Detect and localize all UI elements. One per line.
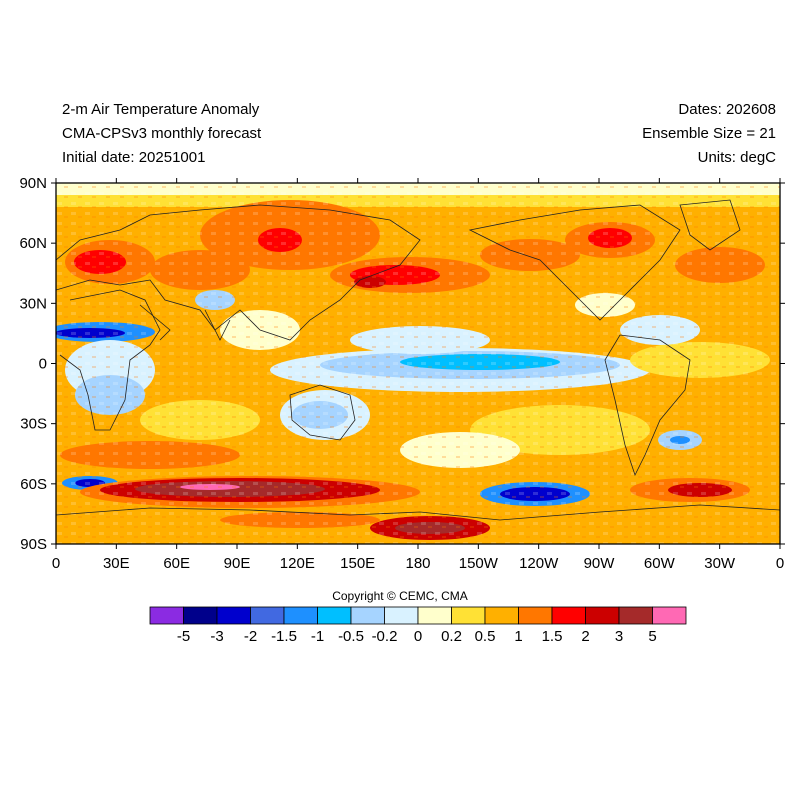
colorbar-label: 5 <box>648 628 656 645</box>
lat-tick-label: 0 <box>39 356 47 373</box>
info-block: Dates: 202608 Ensemble Size = 21 Units: … <box>642 98 776 170</box>
latitude-axis: 90N 60N 30N 0 30S 60S 90S <box>19 175 785 553</box>
lon-tick-label: 120E <box>280 555 315 572</box>
anomaly-field <box>56 183 780 544</box>
colorbar-label: 0 <box>414 628 422 645</box>
lat-tick-label: 60N <box>19 235 47 252</box>
longitude-axis: 0 30E 60E 90E 120E 150E 180 150W 120W 90W 60W 30W 0 <box>52 178 784 572</box>
colorbar: -5 -3 -2 -1.5 -1 -0.5 -0.2 0 0.2 0.5 1 1.5 2 3 5 <box>149 606 687 645</box>
colorbar-label: -0.5 <box>338 628 364 645</box>
colorbar-label: -1.5 <box>271 628 297 645</box>
lon-tick-label: 120W <box>519 555 559 572</box>
colorbar-swatch <box>317 606 352 625</box>
coastlines <box>56 199 780 521</box>
colorbar-swatch <box>484 606 519 625</box>
colorbar-swatch <box>618 606 653 625</box>
colorbar-label: 3 <box>615 628 623 645</box>
lon-tick-label: 0 <box>52 555 60 572</box>
colorbar-label: 0.5 <box>475 628 496 645</box>
copyright-text: Copyright © CEMC, CMA <box>332 589 468 603</box>
colorbar-swatch <box>518 606 553 625</box>
lon-tick-label: 90W <box>584 555 616 572</box>
lon-tick-label: 60W <box>644 555 676 572</box>
lat-tick-label: 90S <box>20 536 47 553</box>
colorbar-swatch <box>585 606 620 625</box>
colorbar-swatch <box>250 606 285 625</box>
model-name: CMA-CPSv3 monthly forecast <box>62 125 262 142</box>
lat-tick-label: 90N <box>19 175 47 192</box>
lat-tick-label: 30S <box>20 416 47 433</box>
colorbar-label: 1 <box>514 628 522 645</box>
title-block: 2-m Air Temperature Anomaly CMA-CPSv3 mo… <box>62 98 261 170</box>
colorbar-label: -1 <box>311 628 324 645</box>
lon-tick-label: 90E <box>224 555 251 572</box>
colorbar-swatch <box>384 606 419 625</box>
colorbar-swatch <box>149 606 184 625</box>
colorbar-label: 2 <box>581 628 589 645</box>
forecast-dates: Dates: 202608 <box>678 101 776 118</box>
colorbar-swatch <box>417 606 452 625</box>
lon-tick-label: 150W <box>459 555 499 572</box>
colorbar-swatch <box>216 606 251 625</box>
colorbar-swatch <box>551 606 586 625</box>
colorbar-swatch <box>283 606 318 625</box>
units-label: Units: degC <box>697 149 776 166</box>
initial-date: Initial date: 20251001 <box>62 149 206 166</box>
ensemble-size: Ensemble Size = 21 <box>642 125 776 142</box>
colorbar-label: 0.2 <box>441 628 462 645</box>
lon-tick-label: 150E <box>340 555 375 572</box>
lon-tick-label: 0 <box>776 555 784 572</box>
lat-tick-label: 30N <box>19 295 47 312</box>
lat-tick-label: 60S <box>20 476 47 493</box>
map-title: 2-m Air Temperature Anomaly <box>62 101 260 118</box>
lon-tick-label: 30W <box>704 555 736 572</box>
colorbar-swatch <box>350 606 385 625</box>
colorbar-label: -0.2 <box>372 628 398 645</box>
colorbar-label: -5 <box>177 628 190 645</box>
colorbar-label: -2 <box>244 628 257 645</box>
lon-tick-label: 30E <box>103 555 130 572</box>
lon-tick-label: 60E <box>163 555 190 572</box>
lon-tick-label: 180 <box>405 555 430 572</box>
colorbar-swatch <box>183 606 218 625</box>
colorbar-label: 1.5 <box>542 628 563 645</box>
colorbar-swatch <box>451 606 486 625</box>
colorbar-label: -3 <box>210 628 223 645</box>
colorbar-swatch <box>652 606 687 625</box>
